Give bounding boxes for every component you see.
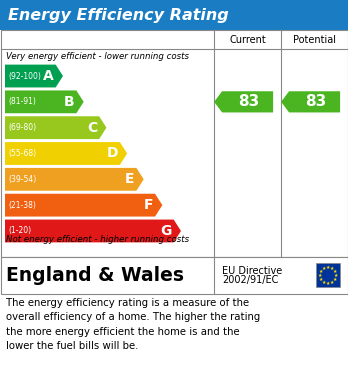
Text: Current: Current bbox=[229, 35, 266, 45]
Text: ★: ★ bbox=[330, 266, 334, 271]
Text: Energy Efficiency Rating: Energy Efficiency Rating bbox=[8, 7, 229, 23]
Text: ★: ★ bbox=[326, 265, 330, 270]
Text: The energy efficiency rating is a measure of the
overall efficiency of a home. T: The energy efficiency rating is a measur… bbox=[6, 298, 260, 351]
Text: Potential: Potential bbox=[293, 35, 336, 45]
Text: (69-80): (69-80) bbox=[8, 123, 36, 132]
Text: C: C bbox=[87, 121, 97, 135]
Polygon shape bbox=[5, 90, 84, 113]
Text: ★: ★ bbox=[326, 281, 330, 286]
Text: (21-38): (21-38) bbox=[8, 201, 36, 210]
Text: 83: 83 bbox=[238, 94, 260, 109]
Polygon shape bbox=[281, 91, 340, 113]
Polygon shape bbox=[5, 116, 106, 139]
Bar bbox=[0, 257, 348, 294]
Polygon shape bbox=[5, 168, 144, 191]
Text: ★: ★ bbox=[333, 277, 337, 282]
Text: ★: ★ bbox=[322, 280, 326, 285]
Text: D: D bbox=[106, 147, 118, 160]
Text: Very energy efficient - lower running costs: Very energy efficient - lower running co… bbox=[6, 52, 189, 61]
Text: EU Directive: EU Directive bbox=[222, 266, 282, 276]
Text: F: F bbox=[143, 198, 153, 212]
Polygon shape bbox=[5, 65, 63, 88]
Bar bbox=[316, 264, 340, 287]
Text: 83: 83 bbox=[305, 94, 326, 109]
Text: E: E bbox=[125, 172, 134, 187]
Text: ★: ★ bbox=[322, 266, 326, 271]
Text: 2002/91/EC: 2002/91/EC bbox=[222, 275, 278, 285]
Text: Not energy efficient - higher running costs: Not energy efficient - higher running co… bbox=[6, 235, 189, 244]
Text: ★: ★ bbox=[330, 280, 334, 285]
Polygon shape bbox=[5, 142, 127, 165]
Text: (39-54): (39-54) bbox=[8, 175, 36, 184]
Text: B: B bbox=[64, 95, 74, 109]
Text: ★: ★ bbox=[319, 277, 323, 282]
Text: A: A bbox=[43, 69, 54, 83]
Bar bbox=[0, 30, 348, 257]
Text: (81-91): (81-91) bbox=[8, 97, 36, 106]
Text: ★: ★ bbox=[318, 273, 322, 278]
Text: ★: ★ bbox=[334, 273, 338, 278]
Text: G: G bbox=[160, 224, 172, 238]
Text: England & Wales: England & Wales bbox=[6, 266, 184, 285]
Text: ★: ★ bbox=[333, 269, 337, 274]
Bar bbox=[0, 0, 348, 30]
Text: (92-100): (92-100) bbox=[8, 72, 41, 81]
Polygon shape bbox=[5, 220, 181, 242]
Polygon shape bbox=[5, 194, 162, 217]
Polygon shape bbox=[214, 91, 273, 113]
Text: (1-20): (1-20) bbox=[8, 226, 31, 235]
Text: ★: ★ bbox=[319, 269, 323, 274]
Text: (55-68): (55-68) bbox=[8, 149, 36, 158]
